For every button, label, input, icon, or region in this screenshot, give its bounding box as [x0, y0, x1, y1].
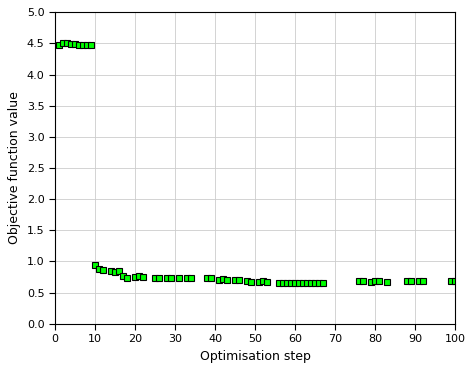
- X-axis label: Optimisation step: Optimisation step: [200, 349, 310, 363]
- Y-axis label: Objective function value: Objective function value: [9, 92, 21, 244]
